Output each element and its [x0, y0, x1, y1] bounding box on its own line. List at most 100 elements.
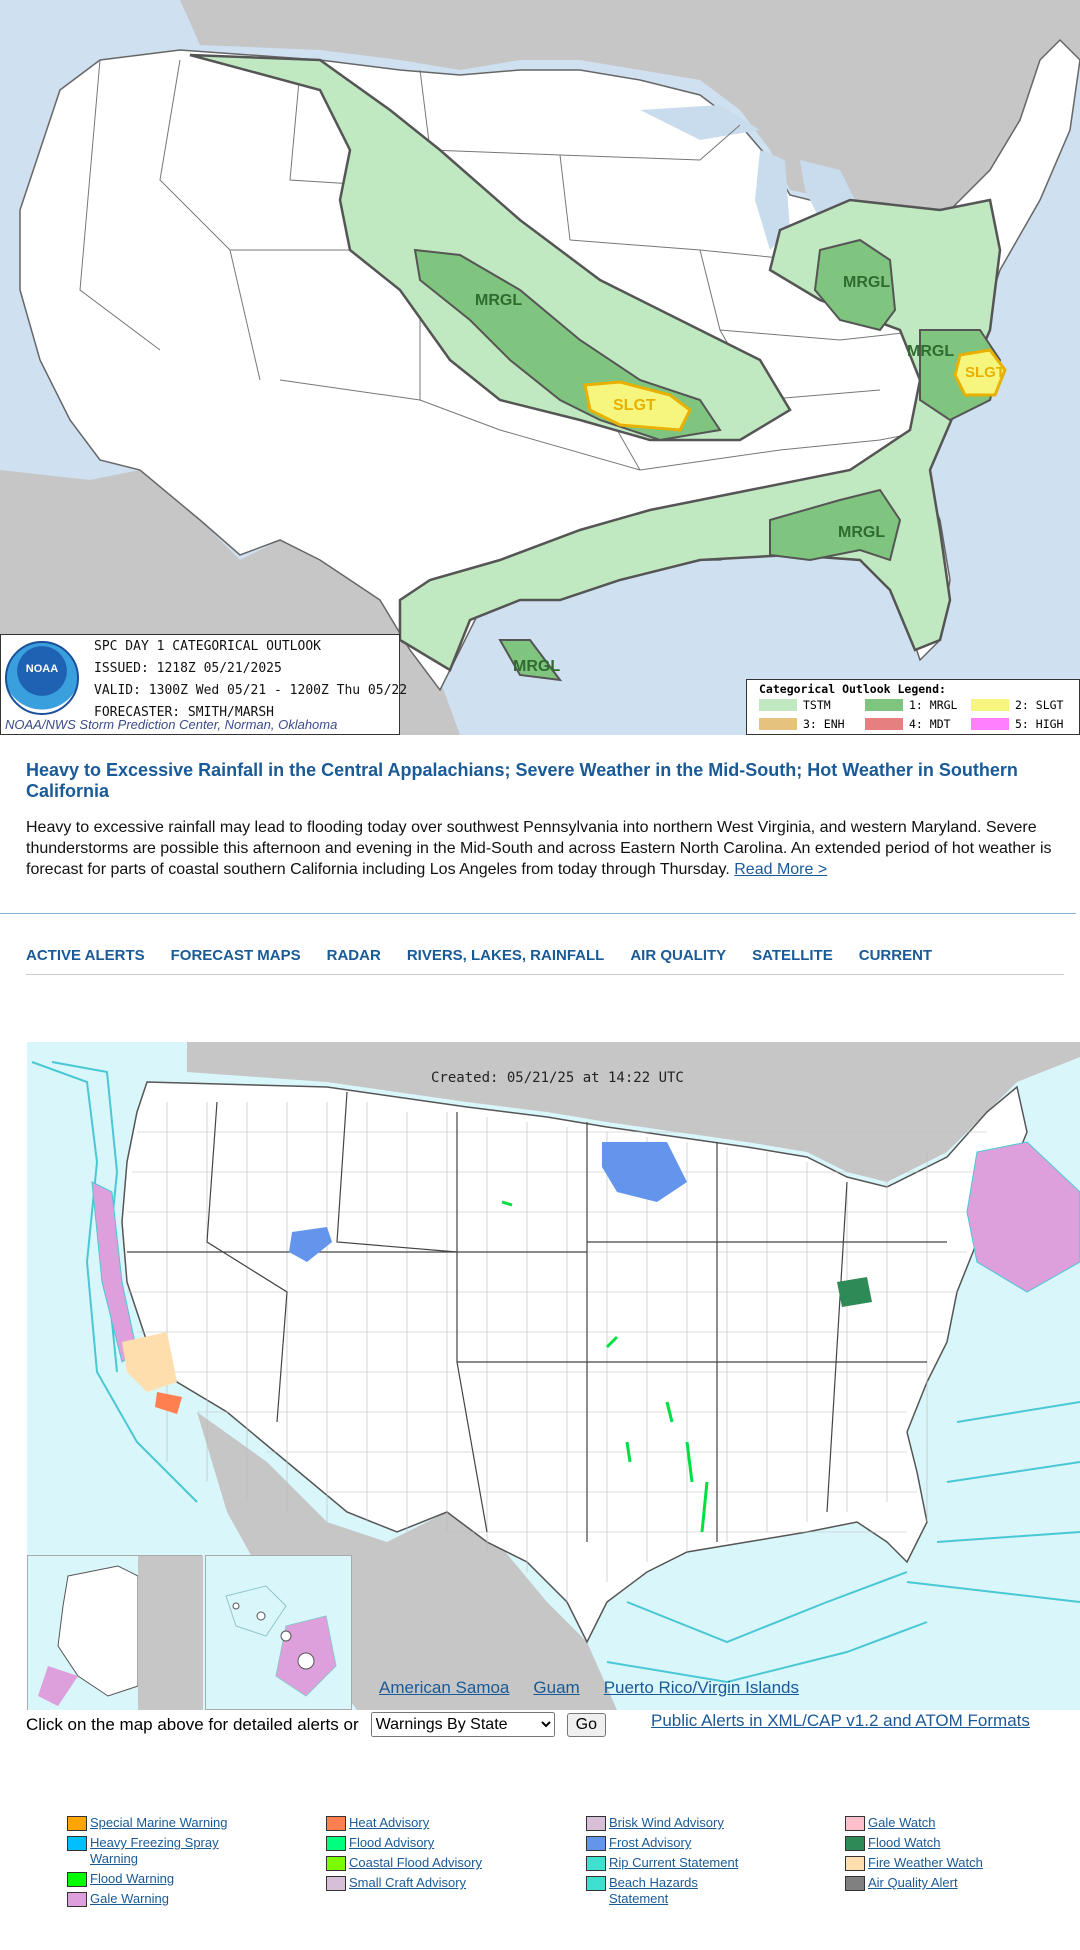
legend-link-special-marine-warning[interactable]: Special Marine Warning	[90, 1815, 228, 1830]
state-lines	[127, 1091, 947, 1542]
canada-land	[138, 1556, 203, 1710]
slgt-area-carolina	[953, 348, 1007, 397]
legend-column: Brisk Wind Advisory Frost Advisory Rip C…	[586, 1815, 826, 1911]
label-mrgl-southeast: MRGL	[838, 524, 885, 541]
legend-link-coastal-flood-advisory[interactable]: Coastal Flood Advisory	[349, 1855, 482, 1870]
legend-swatch	[759, 699, 797, 711]
legend-link-air-quality-alert[interactable]: Air Quality Alert	[868, 1875, 958, 1890]
legend-link-heat-advisory[interactable]: Heat Advisory	[349, 1815, 430, 1830]
legend-column: Heat Advisory Flood Advisory Coastal Flo…	[326, 1815, 566, 1895]
noaa-logo: NOAA	[5, 641, 79, 715]
heat-area-ca	[122, 1332, 177, 1392]
legend-link-gale-warning[interactable]: Gale Warning	[90, 1891, 169, 1906]
legend-swatch	[326, 1816, 346, 1831]
legend-swatch	[759, 718, 797, 730]
legend-swatch	[67, 1816, 87, 1831]
lake-michigan	[755, 150, 790, 250]
mrgl-area-ohio	[813, 238, 897, 332]
legend-link-flood-advisory[interactable]: Flood Advisory	[349, 1835, 435, 1850]
flood-watch-appalachia	[837, 1277, 872, 1307]
label-slgt-plains: SLGT	[613, 397, 656, 414]
go-button[interactable]: Go	[566, 1712, 606, 1737]
legend-swatch	[586, 1856, 606, 1871]
legend-item: Heat Advisory	[326, 1815, 566, 1831]
legend-link-small-craft-advisory[interactable]: Small Craft Advisory	[349, 1875, 467, 1890]
link-puerto-rico[interactable]: Puerto Rico/Virgin Islands	[603, 1678, 799, 1697]
legend-item: Gale Warning	[67, 1891, 307, 1907]
hawaii-marine-zones	[225, 1585, 287, 1637]
legend-swatch	[971, 718, 1009, 730]
spc-outlook-map[interactable]: MRGL SLGT MRGL MRGL SLGT MRGL MRGL NOAA …	[0, 0, 1080, 735]
nav-radar[interactable]: RADAR	[326, 947, 381, 964]
divider	[26, 974, 1064, 975]
legend-swatch	[326, 1836, 346, 1851]
hawaii-map-graphic	[225, 1585, 337, 1697]
label-mrgl-texas: MRGL	[513, 658, 560, 675]
label-mrgl-plains: MRGL	[475, 292, 522, 309]
legend-link-fire-weather-watch[interactable]: Fire Weather Watch	[868, 1855, 983, 1870]
legend-item-high: 5: HIGH	[971, 717, 1063, 731]
legend-item-mdt: 4: MDT	[865, 717, 951, 731]
frost-advisory-north	[602, 1142, 687, 1202]
nav-satellite[interactable]: SATELLITE	[752, 947, 833, 964]
legend-item: Special Marine Warning	[67, 1815, 307, 1831]
nav-air-quality[interactable]: AIR QUALITY	[630, 947, 727, 964]
warnings-select[interactable]: Warnings By State	[370, 1712, 555, 1737]
legend-item: Flood Warning	[67, 1871, 307, 1887]
legend-item: Frost Advisory	[586, 1835, 826, 1851]
legend-column: Gale Watch Flood Watch Fire Weather Watc…	[845, 1815, 1080, 1895]
mrgl-area-southeast	[769, 488, 902, 562]
legend-link-beach-hazards-statement[interactable]: Beach Hazards Statement	[609, 1875, 698, 1906]
nav-active-alerts[interactable]: ACTIVE ALERTS	[26, 947, 145, 964]
divider	[0, 913, 1076, 914]
canada-land	[187, 1042, 1080, 1182]
alaska-inset[interactable]	[27, 1555, 203, 1710]
legend-swatch	[67, 1872, 87, 1887]
legend-item: Small Craft Advisory	[326, 1875, 566, 1891]
legend-link-flood-warning[interactable]: Flood Warning	[90, 1871, 175, 1886]
summary-text: Heavy to excessive rainfall may lead to …	[26, 819, 1052, 878]
read-more-link[interactable]: Read More >	[734, 861, 828, 878]
legend-link-frost-advisory[interactable]: Frost Advisory	[609, 1835, 692, 1850]
legend-swatch	[845, 1856, 865, 1871]
legend-item-tstm: TSTM	[759, 698, 831, 712]
legend-item: Gale Watch	[845, 1815, 1080, 1831]
spc-info-box: NOAA SPC DAY 1 CATEGORICAL OUTLOOK ISSUE…	[0, 634, 407, 735]
legend-link-gale-watch[interactable]: Gale Watch	[868, 1815, 936, 1830]
xml-cap-link[interactable]: Public Alerts in XML/CAP v1.2 and ATOM F…	[651, 1711, 1030, 1730]
legend-column: Special Marine Warning Heavy Freezing Sp…	[67, 1815, 307, 1911]
legend-swatch	[326, 1876, 346, 1891]
legend-item: Rip Current Statement	[586, 1855, 826, 1871]
legend-link-heavy-freezing-spray-warning[interactable]: Heavy Freezing Spray Warning	[90, 1835, 219, 1866]
label-mrgl-carolina: MRGL	[907, 343, 954, 360]
legend-item-slgt: 2: SLGT	[971, 698, 1063, 712]
lake-superior	[640, 105, 760, 140]
outlook-legend: Categorical Outlook Legend: TSTM 1: MRGL…	[746, 679, 1080, 735]
label-slgt-carolina: SLGT	[965, 364, 1005, 381]
flood-advisory-marks	[501, 1200, 709, 1533]
frost-advisory-idaho	[289, 1227, 332, 1262]
alerts-map[interactable]: Created: 05/21/25 at 14:22 UTC American …	[27, 1042, 1080, 1710]
alaska-land	[57, 1565, 139, 1697]
legend-link-brisk-wind-advisory[interactable]: Brisk Wind Advisory	[609, 1815, 724, 1830]
legend-title: Categorical Outlook Legend:	[759, 682, 946, 696]
legend-link-flood-watch[interactable]: Flood Watch	[868, 1835, 941, 1850]
legend-swatch	[865, 699, 903, 711]
spc-issued: ISSUED: 1218Z 05/21/2025	[94, 661, 282, 676]
spc-map-graphic: MRGL SLGT MRGL MRGL SLGT MRGL MRGL	[0, 0, 1080, 735]
nav-current[interactable]: CURRENT	[858, 947, 933, 964]
spc-credit: NOAA/NWS Storm Prediction Center, Norman…	[5, 717, 338, 732]
legend-item: Heavy Freezing Spray Warning	[67, 1835, 307, 1867]
tstm-area-plains	[189, 53, 792, 442]
mrgl-area-texas	[498, 639, 563, 682]
link-american-samoa[interactable]: American Samoa	[379, 1678, 510, 1697]
hawaii-inset[interactable]	[205, 1555, 352, 1710]
legend-swatch	[586, 1876, 606, 1891]
headline-summary: Heavy to excessive rainfall may lead to …	[26, 817, 1056, 880]
nav-rivers-lakes-rainfall[interactable]: RIVERS, LAKES, RAINFALL	[406, 947, 605, 964]
spc-valid: VALID: 1300Z Wed 05/21 - 1200Z Thu 05/22	[94, 683, 408, 698]
link-guam[interactable]: Guam	[533, 1678, 580, 1697]
legend-link-rip-current-statement[interactable]: Rip Current Statement	[609, 1855, 739, 1870]
nav-forecast-maps[interactable]: FORECAST MAPS	[170, 947, 301, 964]
main-nav: ACTIVE ALERTS FORECAST MAPS RADAR RIVERS…	[26, 947, 932, 964]
